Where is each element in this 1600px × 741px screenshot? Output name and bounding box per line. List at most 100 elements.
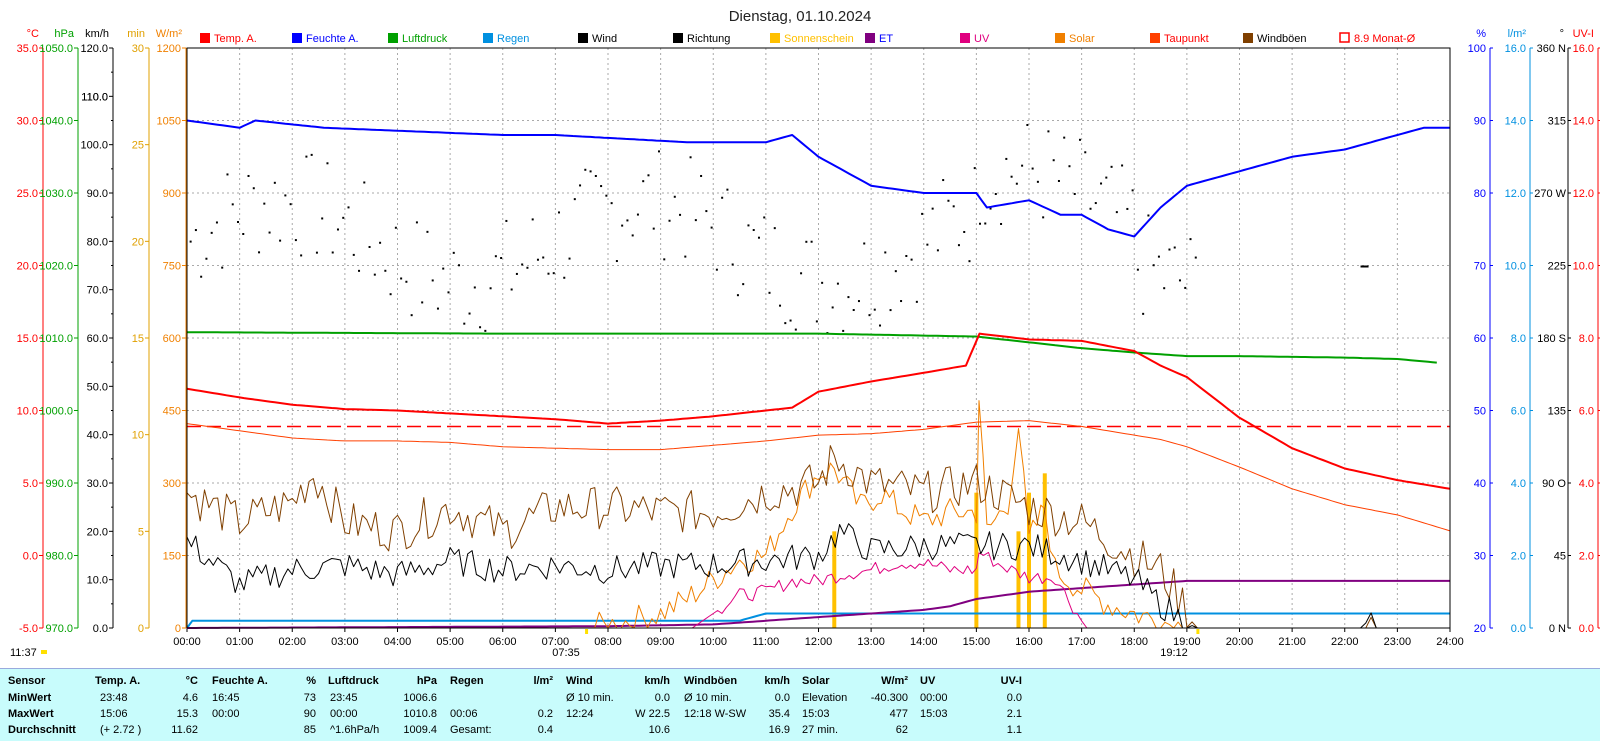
- legend-swatch: [865, 33, 875, 43]
- direction-dot: [1000, 222, 1003, 225]
- direction-dot: [405, 280, 408, 283]
- direction-dot: [494, 255, 497, 258]
- direction-dot: [594, 174, 597, 177]
- legend-label: ET: [879, 33, 893, 45]
- x-tick-label: 07:00: [542, 636, 570, 648]
- direction-dot: [610, 202, 613, 205]
- direction-dot: [647, 174, 650, 177]
- sunshine-bar: [1042, 473, 1047, 628]
- stats-header: Feuchte A.: [212, 675, 268, 687]
- direction-dot: [631, 234, 634, 237]
- stats-cell-time: 12:18 W-SW: [684, 708, 747, 720]
- direction-dot: [258, 251, 261, 254]
- x-tick-label: 06:00: [489, 636, 517, 648]
- direction-dot: [305, 155, 308, 158]
- axis-tick-label: 0.0: [1511, 623, 1526, 635]
- direction-dot: [215, 221, 218, 224]
- direction-dot: [694, 219, 697, 222]
- axis-tick-label: 8.0: [1511, 333, 1526, 345]
- direction-dot: [310, 153, 313, 156]
- stats-cell-time: 15:06: [100, 708, 128, 720]
- direction-dot: [747, 224, 750, 227]
- axis-tick-label: 14.0: [1505, 116, 1526, 128]
- direction-dot: [963, 230, 966, 233]
- direction-dot: [431, 279, 434, 282]
- direction-dot: [452, 251, 455, 254]
- direction-dot: [1126, 207, 1129, 210]
- direction-dot: [331, 251, 334, 254]
- direction-dot: [573, 198, 576, 201]
- plot-frame: [186, 47, 1451, 629]
- direction-dot: [289, 203, 292, 206]
- sun-markers: 11:37 07:35 19:12: [10, 647, 1188, 659]
- direction-dot: [273, 181, 276, 184]
- stats-cell-time: 27 min.: [802, 724, 839, 736]
- legend-label: Richtung: [687, 33, 730, 45]
- direction-dot: [815, 320, 818, 323]
- axis-tick-label: 10.0: [1505, 261, 1526, 273]
- direction-dot: [900, 300, 903, 303]
- direction-dot: [189, 240, 192, 243]
- direction-dot: [415, 221, 418, 224]
- legend-swatch: [673, 33, 683, 43]
- axis-tick-label: 900: [163, 188, 181, 200]
- axis-tick-label: 15.0: [17, 333, 38, 345]
- axis-tick-label: 70: [1474, 261, 1486, 273]
- legend-label: Wind: [592, 33, 617, 45]
- x-tick-label: 13:00: [857, 636, 885, 648]
- stats-row-label: MaxWert: [8, 708, 54, 720]
- stats-cell-value: 477: [889, 708, 908, 720]
- direction-dot: [252, 187, 255, 190]
- axis-tick-label: 12.0: [1505, 188, 1526, 200]
- direction-dot: [673, 195, 676, 198]
- direction-dot: [1184, 286, 1187, 289]
- direction-dot: [515, 272, 518, 275]
- series-line: [186, 420, 1451, 532]
- direction-dot: [579, 184, 582, 187]
- direction-dot: [584, 168, 587, 171]
- direction-dot: [942, 179, 945, 182]
- direction-dot: [263, 202, 266, 205]
- axis-tick-label: 1050: [157, 116, 181, 128]
- axis-tick-label: 180 S: [1537, 333, 1566, 345]
- stats-cell-time: 00:00: [330, 708, 358, 720]
- axis-tick-label: 80: [1474, 188, 1486, 200]
- axis-tick-label: 20.0: [87, 526, 108, 538]
- direction-dot: [984, 222, 987, 225]
- direction-dot: [436, 307, 439, 310]
- direction-dot: [1005, 157, 1008, 160]
- axis-tick-label: 90 O: [1542, 478, 1566, 490]
- direction-dot: [1189, 238, 1192, 241]
- x-tick-label: 00:00: [173, 636, 201, 648]
- direction-dot: [726, 188, 729, 191]
- sunshine-bar: [974, 492, 979, 628]
- x-tick-label: 09:00: [647, 636, 675, 648]
- stats-cell-value: 1010.8: [403, 708, 437, 720]
- direction-dot: [231, 203, 234, 206]
- direction-dot: [279, 239, 282, 242]
- direction-dot: [1168, 248, 1171, 251]
- axis-tick-label: 0: [138, 623, 144, 635]
- x-tick-label: 03:00: [331, 636, 359, 648]
- direction-dot: [526, 266, 529, 269]
- series-line: [187, 331, 1437, 364]
- axis-tick-label: 4.0: [1511, 478, 1526, 490]
- direction-dot: [663, 258, 666, 261]
- direction-dot: [447, 291, 450, 294]
- direction-dot: [1100, 182, 1103, 185]
- direction-dot: [1110, 165, 1113, 168]
- chart-title: Dienstag, 01.10.2024: [729, 8, 872, 25]
- axis-tick-label: 450: [163, 406, 181, 418]
- stats-header-unit: km/h: [644, 675, 670, 687]
- direction-dot: [536, 258, 539, 261]
- sunset-marker: [1196, 629, 1200, 634]
- axis-tick-label: 300: [163, 478, 181, 490]
- direction-dot: [752, 229, 755, 232]
- stats-header: Solar: [802, 675, 830, 687]
- direction-dot: [247, 174, 250, 177]
- legend-label: Feuchte A.: [306, 33, 359, 45]
- direction-dot: [1121, 164, 1124, 167]
- direction-dot: [558, 211, 561, 214]
- direction-dot: [652, 227, 655, 230]
- legend-label: UV: [974, 33, 990, 45]
